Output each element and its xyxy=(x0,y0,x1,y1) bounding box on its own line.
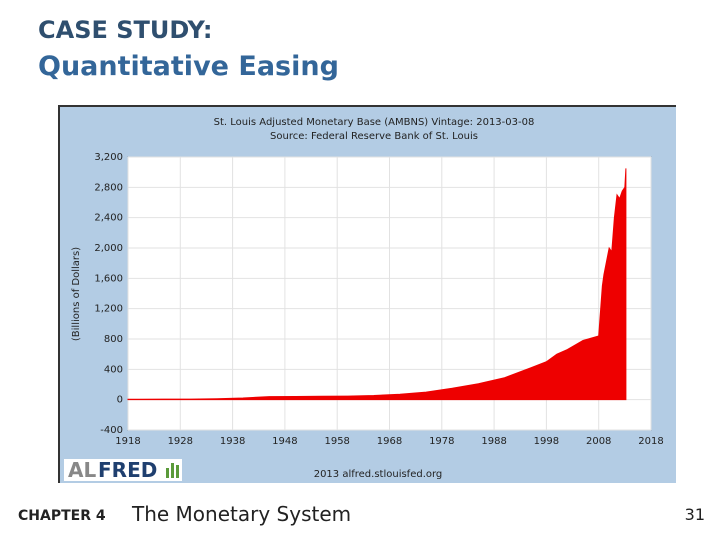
credit: 2013 alfred.stlouisfed.org xyxy=(314,469,443,480)
heading: CASE STUDY: xyxy=(38,16,212,44)
x-tick-label: 1928 xyxy=(168,436,193,447)
y-tick-label: 2,400 xyxy=(94,213,123,224)
y-tick-label: 1,200 xyxy=(94,304,123,315)
x-tick-label: 1968 xyxy=(377,436,402,447)
y-tick-label: -400 xyxy=(100,425,123,436)
y-tick-label: 1,600 xyxy=(94,273,123,284)
y-tick-label: 400 xyxy=(104,364,123,375)
chart-title: St. Louis Adjusted Monetary Base (AMBNS)… xyxy=(214,117,535,128)
x-tick-label: 1978 xyxy=(429,436,454,447)
logo-fred: FRED xyxy=(98,458,157,482)
logo-al: AL xyxy=(68,458,96,482)
y-axis-label: (Billions of Dollars) xyxy=(71,247,82,341)
x-tick-label: 1998 xyxy=(534,436,559,447)
logo-icon xyxy=(176,465,179,478)
logo-icon xyxy=(171,463,174,478)
y-tick-label: 2,800 xyxy=(94,182,123,193)
area xyxy=(127,168,627,401)
x-tick-label: 2018 xyxy=(638,436,663,447)
logo-box xyxy=(64,459,182,481)
logo-icon xyxy=(166,468,169,478)
x-tick-label: 1988 xyxy=(481,436,506,447)
x-tick-label: 1948 xyxy=(272,436,297,447)
x-tick-label: 1918 xyxy=(115,436,140,447)
chapter: CHAPTER 4 xyxy=(18,508,106,524)
x-tick-label: 2008 xyxy=(586,436,611,447)
slide-title: Quantitative Easing xyxy=(38,51,339,82)
x-tick-label: 1958 xyxy=(324,436,349,447)
y-tick-label: 3,200 xyxy=(94,152,123,163)
y-tick-label: 2,000 xyxy=(94,243,123,254)
section: The Monetary System xyxy=(131,502,351,526)
y-tick-label: 0 xyxy=(117,395,123,406)
y-tick-label: 800 xyxy=(104,334,123,345)
page-number: 31 xyxy=(685,505,705,524)
x-tick-label: 1938 xyxy=(220,436,245,447)
chart-subtitle: Source: Federal Reserve Bank of St. Loui… xyxy=(270,131,478,142)
